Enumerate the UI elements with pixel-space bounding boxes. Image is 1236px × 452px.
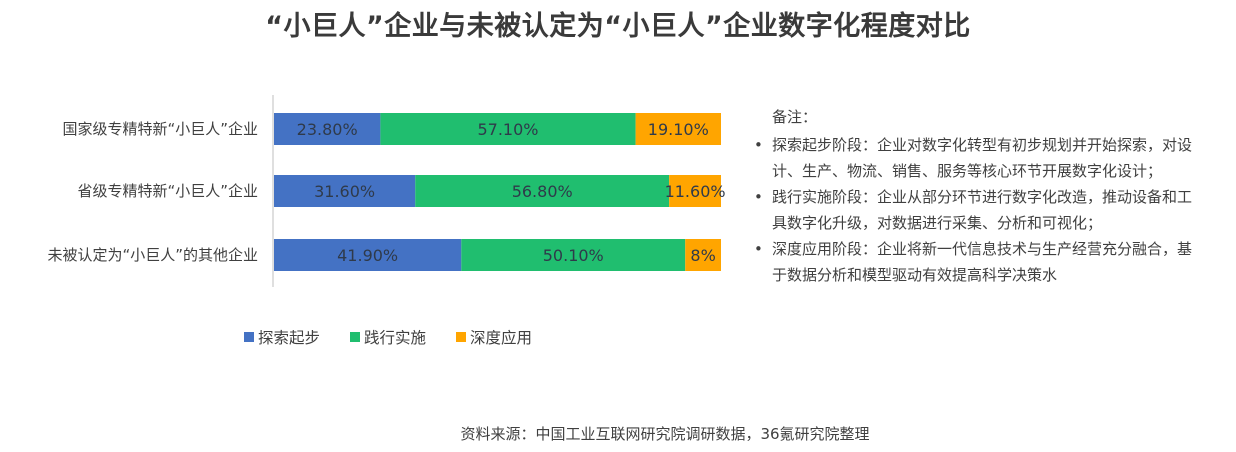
data-label: 8%	[690, 246, 715, 265]
data-label: 56.80%	[512, 182, 573, 201]
notes-item: • 践行实施阶段：企业从部分环节进行数字化改造，推动设备和工 具数字化升级，对数…	[752, 184, 1227, 236]
notes-item: • 探索起步阶段：企业对数字化转型有初步规划并开始探索，对设 计、生产、物流、销…	[752, 132, 1227, 184]
data-label: 19.10%	[648, 120, 709, 139]
legend-swatch	[350, 332, 361, 342]
bar-segment	[635, 113, 721, 145]
bullet-icon: •	[754, 240, 763, 258]
source-note: 资料来源：中国工业互联网研究院调研数据，36氪研究院整理	[460, 425, 870, 443]
legend-label: 探索起步	[258, 329, 321, 347]
data-label: 31.60%	[314, 182, 375, 201]
category-label: 国家级专精特新“小巨人”企业	[62, 120, 258, 138]
data-label: 57.10%	[477, 120, 538, 139]
bar-segment	[274, 113, 381, 145]
legend: 探索起步 践行实施 深度应用	[244, 326, 532, 348]
legend-label: 深度应用	[470, 329, 533, 347]
notes-line: 深度应用阶段：企业将新一代信息技术与生产经营充分融合，基	[772, 240, 1193, 258]
notes-line: 探索起步阶段：企业对数字化转型有初步规划并开始探索，对设	[772, 136, 1193, 154]
legend-swatch	[244, 332, 254, 342]
bar-segment	[274, 175, 416, 207]
bullet-icon: •	[754, 188, 763, 206]
bar-segment	[274, 239, 462, 271]
bar-segment	[415, 175, 670, 207]
data-label: 41.90%	[337, 246, 398, 265]
bullet-icon: •	[754, 136, 763, 154]
bars-group: 23.80% 57.10% 19.10% 31.60% 56.80% 11.60% 41.9…	[274, 113, 726, 271]
legend-item-explore: 探索起步	[244, 326, 320, 348]
bar-segment	[685, 239, 721, 271]
data-label: 23.80%	[297, 120, 358, 139]
data-label: 50.10%	[543, 246, 604, 265]
notes-list: • 探索起步阶段：企业对数字化转型有初步规划并开始探索，对设 计、生产、物流、销…	[752, 132, 1227, 288]
notes-panel: 备注： • 探索起步阶段：企业对数字化转型有初步规划并开始探索，对设 计、生产、…	[752, 104, 1227, 288]
notes-line: 计、生产、物流、销售、服务等核心环节开展数字化设计；	[772, 162, 1163, 180]
notes-line: 具数字化升级，对数据进行采集、分析和可视化；	[772, 214, 1103, 232]
legend-item-deep: 深度应用	[456, 326, 532, 348]
bar-segment	[461, 239, 686, 271]
notes-line: 于数据分析和模型驱动有效提高科学决策水	[772, 266, 1058, 284]
notes-heading: 备注：	[772, 108, 818, 126]
bar-segment	[380, 113, 636, 145]
category-labels-group: 国家级专精特新“小巨人”企业省级专精特新“小巨人”企业未被认定为“小巨人”的其他…	[47, 120, 258, 264]
category-label: 未被认定为“小巨人”的其他企业	[47, 246, 258, 264]
bar-segment	[669, 175, 721, 207]
legend-item-implement: 践行实施	[350, 326, 426, 348]
notes-line: 践行实施阶段：企业从部分环节进行数字化改造，推动设备和工	[772, 188, 1193, 206]
legend-swatch	[456, 332, 467, 342]
legend-label: 践行实施	[364, 329, 427, 347]
data-label: 11.60%	[665, 182, 726, 201]
stacked-bar-chart: 23.80% 57.10% 19.10% 31.60% 56.80% 11.60% 41.9…	[47, 95, 726, 287]
notes-item: • 深度应用阶段：企业将新一代信息技术与生产经营充分融合，基 于数据分析和模型驱…	[752, 236, 1227, 288]
chart-title: “小巨人”企业与未被认定为“小巨人”企业数字化程度对比	[265, 11, 971, 42]
category-label: 省级专精特新“小巨人”企业	[77, 182, 258, 200]
